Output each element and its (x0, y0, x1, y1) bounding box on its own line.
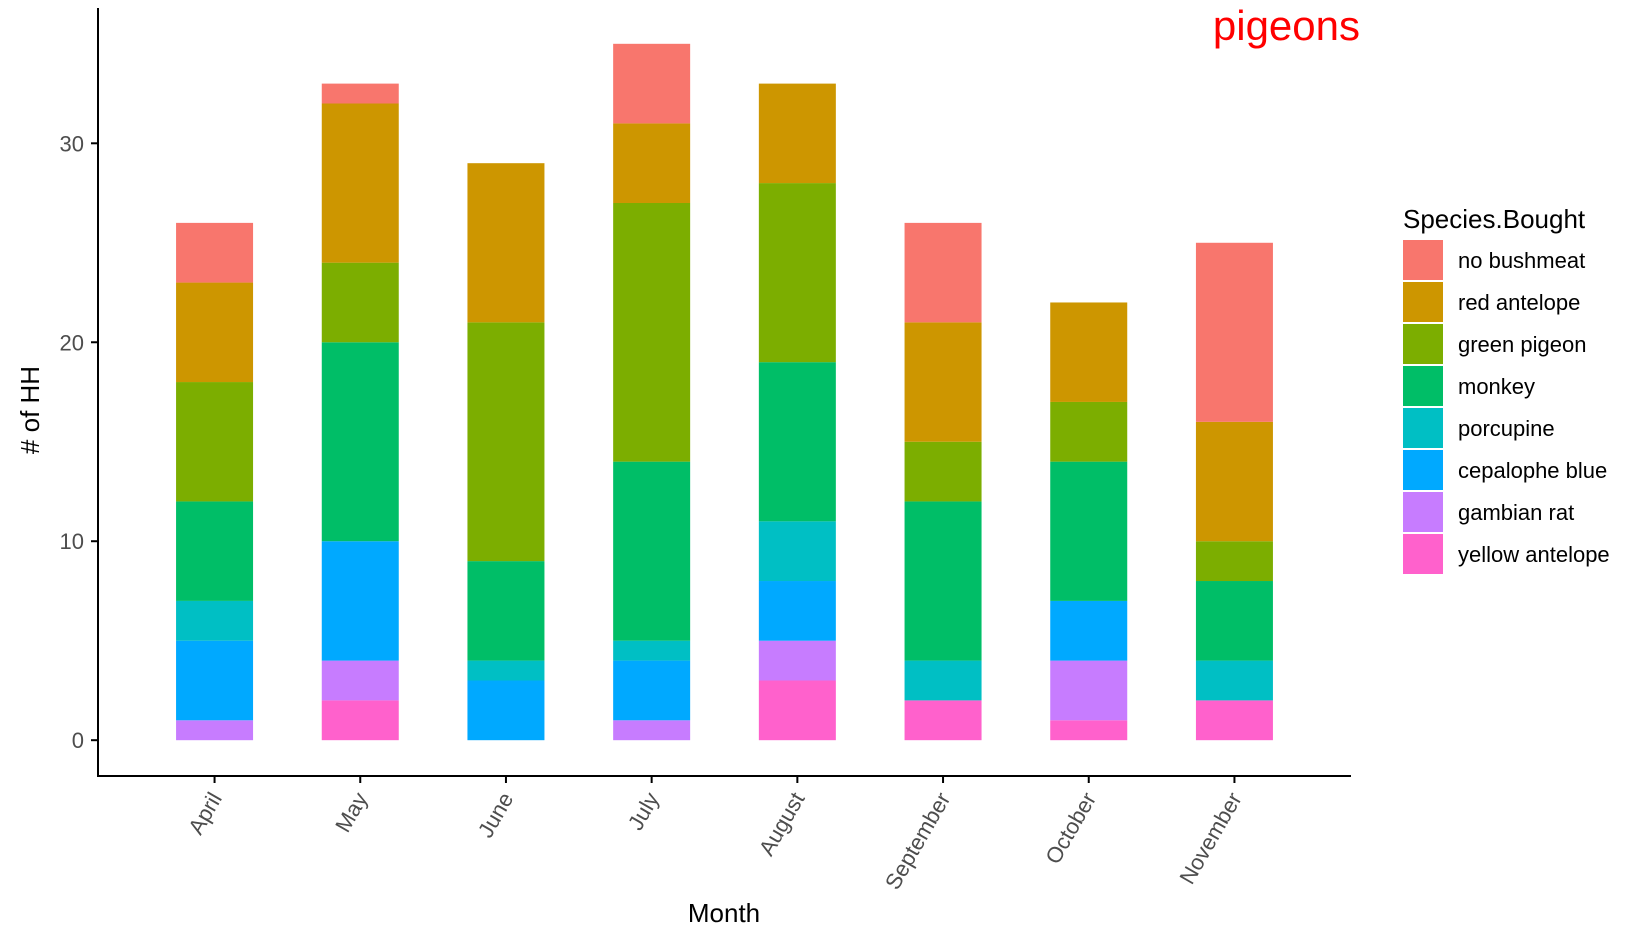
legend-key-porcupine (1403, 408, 1443, 448)
bar-segment-may-green-pigeon (321, 262, 399, 343)
legend-label-porcupine: porcupine (1458, 416, 1555, 441)
y-axis-title: # of HH (15, 366, 45, 454)
x-axis-title: Month (688, 898, 760, 927)
bar-segment-november-green-pigeon (1195, 541, 1273, 582)
bar-segment-july-cepalophe-blue (613, 660, 691, 721)
x-tick-label-october: October (1040, 788, 1101, 868)
legend-key-cepalophe-blue (1403, 450, 1443, 490)
bar-segment-november-monkey (1195, 581, 1273, 661)
bar-segment-october-yellow-antelope (1050, 720, 1128, 741)
bar-segment-september-porcupine (904, 660, 982, 701)
legend: Species.Bought no bushmeat red antelope gr… (1403, 204, 1610, 574)
bar-segment-october-cepalophe-blue (1050, 600, 1128, 661)
legend-label-red-antelope: red antelope (1458, 290, 1580, 315)
chart-annotation: pigeons (1213, 2, 1360, 49)
bar-segment-june-cepalophe-blue (467, 680, 545, 741)
bar-segment-april-cepalophe-blue (176, 640, 254, 721)
y-tick-label: 30 (60, 131, 84, 156)
bar-segment-may-monkey (321, 342, 399, 542)
bar-segment-october-monkey (1050, 461, 1128, 601)
bar-segment-july-gambian-rat (613, 720, 691, 741)
bar-segment-july-green-pigeon (613, 202, 691, 462)
bar-segment-may-yellow-antelope (321, 700, 399, 741)
bar-segment-may-red-antelope (321, 103, 399, 263)
legend-key-yellow-antelope (1403, 534, 1443, 574)
legend-key-red-antelope (1403, 282, 1443, 322)
bar-segment-september-red-antelope (904, 322, 982, 442)
bar-segment-october-red-antelope (1050, 302, 1128, 402)
legend-key-no-bushmeat (1403, 240, 1443, 280)
bar-segment-july-red-antelope (613, 123, 691, 203)
x-tick-label-april: April (183, 788, 227, 839)
bar-segment-september-green-pigeon (904, 441, 982, 502)
bar-segment-august-green-pigeon (758, 183, 836, 363)
bar-segment-october-gambian-rat (1050, 660, 1128, 721)
bar-segment-april-monkey (176, 501, 254, 601)
bar-segment-june-red-antelope (467, 163, 545, 323)
bar-segment-november-red-antelope (1195, 421, 1273, 542)
bar-segment-november-porcupine (1195, 660, 1273, 701)
bar-segment-may-cepalophe-blue (321, 541, 399, 661)
bar-segment-august-monkey (758, 362, 836, 522)
x-tick-label-november: November (1174, 788, 1246, 888)
bar-segment-september-monkey (904, 501, 982, 661)
bar-segment-june-monkey (467, 561, 545, 661)
legend-label-no-bushmeat: no bushmeat (1458, 248, 1585, 273)
bar-segment-september-no-bushmeat (904, 222, 982, 323)
x-tick-label-august: August (754, 788, 810, 860)
bar-segment-july-no-bushmeat (613, 43, 691, 124)
bar-segment-august-red-antelope (758, 83, 836, 184)
bar-segment-november-no-bushmeat (1195, 242, 1273, 422)
bar-segment-august-yellow-antelope (758, 680, 836, 741)
bar-segment-april-red-antelope (176, 282, 254, 383)
bar-segment-june-green-pigeon (467, 322, 545, 562)
bar-segment-june-porcupine (467, 660, 545, 681)
bar-segment-september-yellow-antelope (904, 700, 982, 741)
legend-label-yellow-antelope: yellow antelope (1458, 542, 1610, 567)
legend-label-monkey: monkey (1458, 374, 1535, 399)
legend-label-gambian-rat: gambian rat (1458, 500, 1574, 525)
axes-layer (97, 8, 1351, 777)
bar-segment-october-green-pigeon (1050, 401, 1128, 462)
legend-label-cepalophe-blue: cepalophe blue (1458, 458, 1607, 483)
bar-segment-august-porcupine (758, 521, 836, 582)
bar-segment-april-green-pigeon (176, 382, 254, 502)
bar-segment-july-porcupine (613, 640, 691, 661)
legend-label-green-pigeon: green pigeon (1458, 332, 1586, 357)
bar-segment-may-gambian-rat (321, 660, 399, 701)
x-tick-label-september: September (880, 788, 955, 894)
legend-key-gambian-rat (1403, 492, 1443, 532)
y-tick-label: 10 (60, 529, 84, 554)
bar-segment-august-cepalophe-blue (758, 581, 836, 641)
bar-segment-april-gambian-rat (176, 720, 254, 741)
bar-segment-may-no-bushmeat (321, 83, 399, 104)
legend-key-monkey (1403, 366, 1443, 406)
legend-key-green-pigeon (1403, 324, 1443, 364)
legend-title: Species.Bought (1403, 204, 1586, 234)
x-ticks: April May June July August September October No… (183, 776, 1247, 894)
bar-segment-april-no-bushmeat (176, 222, 254, 283)
y-tick-label: 0 (72, 728, 84, 753)
y-tick-label: 20 (60, 330, 84, 355)
x-tick-label-june: June (473, 788, 519, 842)
bar-segment-july-monkey (613, 461, 691, 641)
bar-segment-august-gambian-rat (758, 640, 836, 681)
bar-segment-november-yellow-antelope (1195, 700, 1273, 741)
x-tick-label-july: July (623, 788, 664, 834)
x-tick-label-may: May (330, 788, 372, 836)
bars-layer (176, 43, 1273, 741)
bar-segment-april-porcupine (176, 600, 254, 641)
y-ticks: 0 10 20 30 (60, 131, 98, 753)
